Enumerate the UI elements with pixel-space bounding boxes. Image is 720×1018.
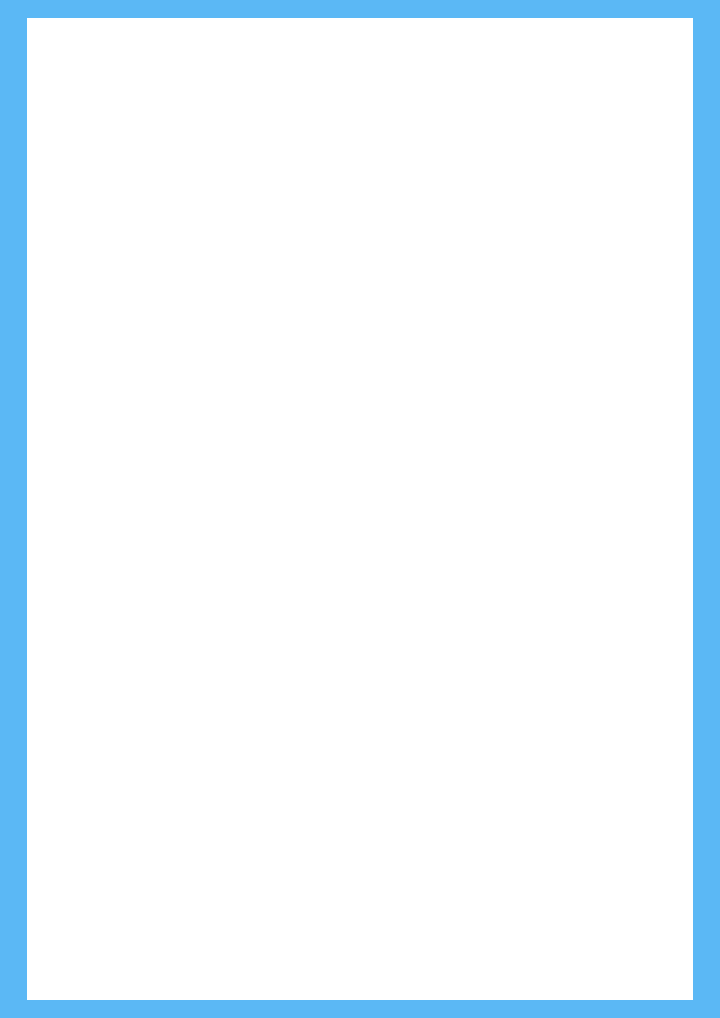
- Text: (iv) These tanjents intersect each other at point P, Q and R.
Now PQR is the req: (iv) These tanjents intersect each other…: [46, 455, 529, 496]
- Text: (i) Draw a circle of radius 3cm with centre at point O.: (i) Draw a circle of radius 3cm with cen…: [46, 338, 484, 355]
- Text: To  circumscribe an equilateral triangle about the given: To circumscribe an equilateral triangle …: [157, 264, 613, 281]
- Text: circle: circle: [46, 290, 92, 307]
- Text: AB: AB: [380, 362, 403, 380]
- Text: STEPS OF CONSTRUCTION:: STEPS OF CONSTRUCTION:: [46, 314, 310, 331]
- Text: circumscribe and equilateral triangle about this circle: circumscribe and equilateral triangle ab…: [46, 238, 488, 256]
- Text: A circle of radius 3.5cm with centre at point O and: A circle of radius 3.5cm with centre at …: [124, 212, 539, 229]
- Text: (iii) Draw tangents at points A,B and C by making right angles at these
points.: (iii) Draw tangents at points A,B and C …: [46, 412, 625, 453]
- Text: P: P: [469, 886, 481, 900]
- Text: A: A: [472, 655, 483, 669]
- Text: BC: BC: [415, 362, 438, 380]
- Text: R: R: [143, 621, 156, 635]
- Text: 3cm: 3cm: [406, 668, 428, 676]
- Text: Q: Q: [478, 436, 492, 450]
- Text: GIVEN:: GIVEN:: [46, 212, 112, 229]
- Text: and: and: [438, 362, 478, 380]
- Text: 120°: 120°: [351, 644, 370, 653]
- Text: studyforhome
        .com: studyforhome .com: [87, 453, 374, 687]
- Text: SOLUTION:: SOLUTION:: [46, 191, 153, 209]
- Text: studyforhome.com: studyforhome.com: [528, 984, 620, 995]
- Text: dividing central angle into three congruent angles.: dividing central angle into three congru…: [46, 388, 462, 405]
- Text: 120°: 120°: [375, 685, 394, 693]
- Text: 120°: 120°: [377, 626, 395, 634]
- Text: O: O: [387, 652, 400, 666]
- Text: C: C: [329, 753, 341, 767]
- Text: REQUIRED:: REQUIRED:: [46, 264, 153, 281]
- Text: (ii) Divided the circle into three congruent arcs: (ii) Divided the circle into three congr…: [46, 362, 438, 380]
- Text: 4.  Draw  a  circle  of  radius  3.5cm  with  centre  at  point  O  and
circumsc: 4. Draw a circle of radius 3.5cm with ce…: [46, 155, 611, 188]
- Text: by: by: [494, 362, 518, 380]
- Text: B: B: [329, 549, 341, 562]
- Text: .: .: [290, 292, 296, 310]
- Text: ,: ,: [402, 362, 408, 380]
- Text: AC: AC: [471, 362, 495, 380]
